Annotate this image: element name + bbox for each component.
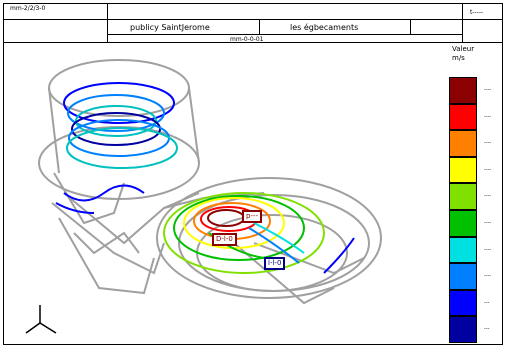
legend-tick-label: ---- — [484, 220, 492, 226]
legend-swatch — [449, 103, 477, 131]
legend-tick-label: ---- — [484, 140, 492, 147]
legend-tick-label: ---- — [484, 246, 492, 253]
legend-swatch — [449, 183, 477, 210]
header-left-text: mm-2/2/3-0 — [10, 5, 46, 12]
legend-tick-label: ---- — [484, 193, 492, 200]
title-subject: les égbecaments — [290, 23, 359, 32]
drawing-frame — [3, 3, 503, 345]
lower-disc-contours — [163, 192, 355, 274]
legend-swatch — [449, 316, 477, 343]
legend-swatch — [449, 130, 477, 157]
sub-title: mm-0-0-01 — [230, 36, 264, 43]
legend-tick-label: ---- — [484, 273, 492, 280]
header-col-1 — [107, 3, 108, 42]
upper-cylinder-contours — [55, 82, 178, 214]
legend-swatch — [449, 156, 477, 184]
contour-view[interactable] — [4, 43, 444, 343]
header-divider-3 — [3, 42, 503, 43]
legend-swatch — [449, 236, 477, 264]
legend-swatch — [449, 289, 477, 317]
legend-caption: Valeur — [452, 45, 475, 53]
axis-triad — [25, 305, 57, 334]
title-project: publicy SaintJerome — [130, 23, 210, 32]
header-col-4 — [462, 3, 463, 42]
value-box-low: l-l-0 — [264, 257, 286, 270]
header-col-2 — [259, 19, 260, 34]
header-col-3 — [410, 19, 411, 34]
legend-tick-label: --- — [484, 326, 490, 333]
header-divider — [3, 19, 503, 20]
value-box-max: D-l-0 — [212, 233, 237, 246]
legend-swatch — [449, 210, 477, 237]
legend-swatch — [449, 77, 477, 104]
legend-swatch — [449, 263, 477, 290]
legend-tick-label: ---- — [484, 87, 492, 93]
upper-cylinder-mesh — [38, 59, 200, 295]
legend-tick-label: ---- — [484, 166, 492, 173]
value-box-mid: p--- — [242, 210, 263, 223]
color-scale-legend — [449, 77, 477, 343]
header-right-text: t----- — [470, 9, 484, 16]
legend-tick-label: --- — [484, 299, 490, 306]
legend-unit: m/s — [452, 54, 465, 62]
header-divider-2 — [107, 34, 462, 35]
legend-tick-label: ---- — [484, 113, 492, 120]
